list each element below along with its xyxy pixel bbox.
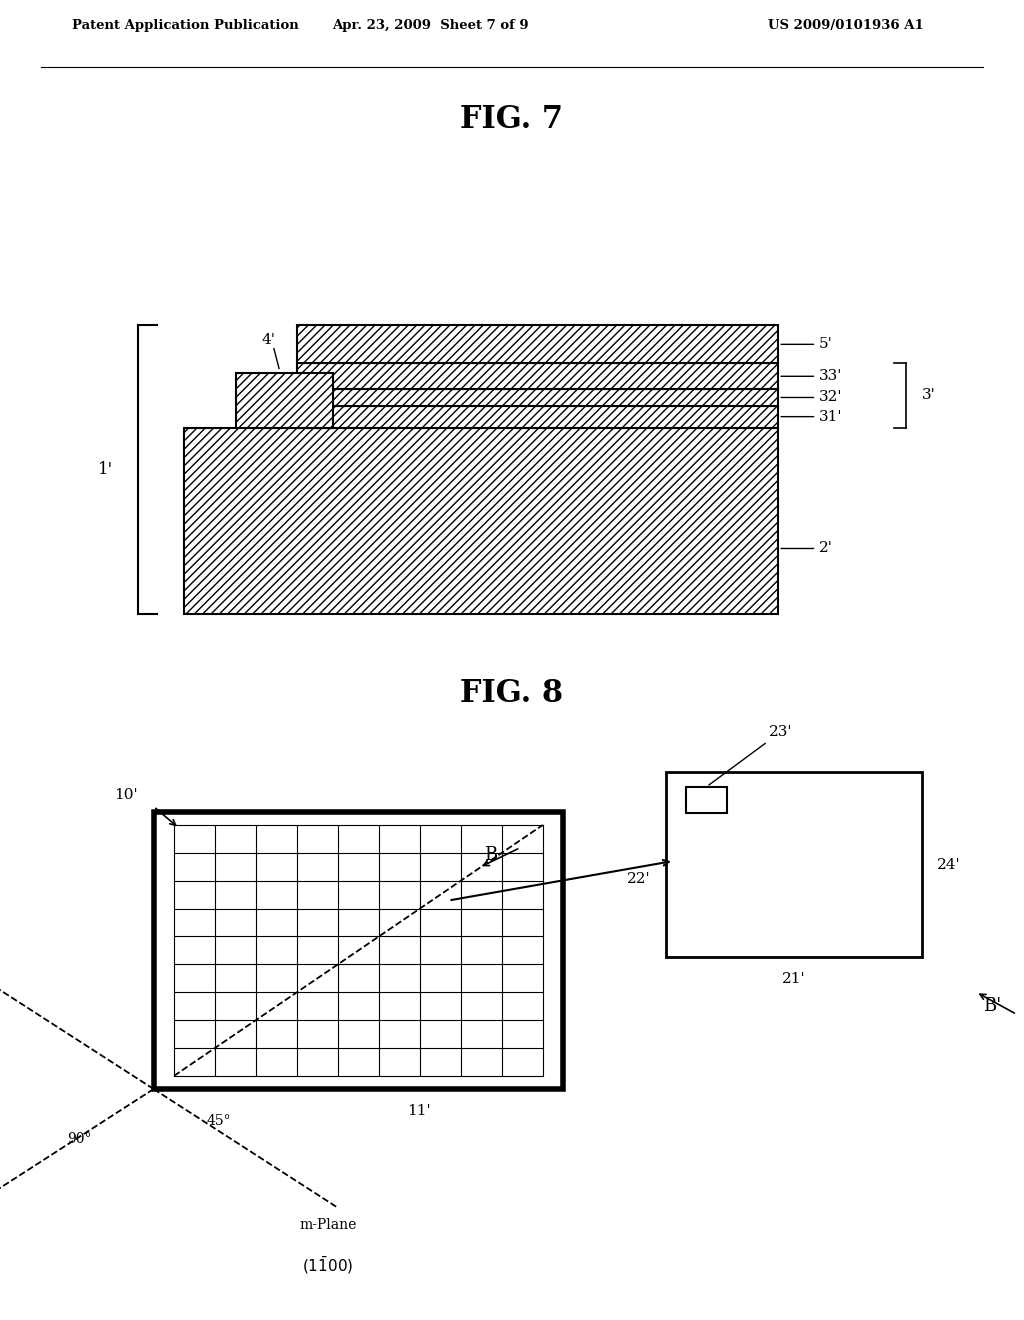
Text: 33': 33': [781, 370, 843, 383]
Bar: [236, 374, 333, 428]
Bar: [686, 787, 727, 813]
Text: 21': 21': [781, 972, 806, 986]
Text: US 2009/0101936 A1: US 2009/0101936 A1: [768, 18, 924, 32]
Text: 5': 5': [781, 338, 833, 351]
Text: Apr. 23, 2009  Sheet 7 of 9: Apr. 23, 2009 Sheet 7 of 9: [332, 18, 528, 32]
Text: m-Plane: m-Plane: [299, 1217, 356, 1232]
Text: 31': 31': [781, 409, 843, 424]
Text: FIG. 7: FIG. 7: [461, 104, 563, 136]
Text: B': B': [983, 997, 1001, 1015]
Text: 32': 32': [781, 391, 843, 404]
Text: 24': 24': [937, 858, 961, 871]
Bar: [297, 326, 778, 363]
Bar: [666, 772, 922, 957]
Text: 1': 1': [97, 461, 113, 478]
Bar: [184, 428, 778, 614]
Text: 2': 2': [781, 541, 834, 556]
Text: 11': 11': [408, 1104, 431, 1118]
Text: 23': 23': [709, 725, 793, 785]
Text: FIG. 8: FIG. 8: [461, 677, 563, 709]
Text: 22': 22': [627, 873, 650, 887]
Bar: [297, 389, 778, 405]
Bar: [297, 405, 778, 428]
Bar: [297, 363, 778, 389]
Text: Patent Application Publication: Patent Application Publication: [72, 18, 298, 32]
Bar: [154, 812, 563, 1089]
Text: 10': 10': [115, 788, 138, 801]
Text: 4': 4': [262, 333, 275, 347]
Text: 90°: 90°: [68, 1133, 92, 1146]
Text: $(1\bar{1}00)$: $(1\bar{1}00)$: [302, 1255, 353, 1276]
Text: B: B: [484, 846, 498, 865]
Text: 3': 3': [922, 388, 935, 403]
Text: 45°: 45°: [207, 1114, 231, 1129]
